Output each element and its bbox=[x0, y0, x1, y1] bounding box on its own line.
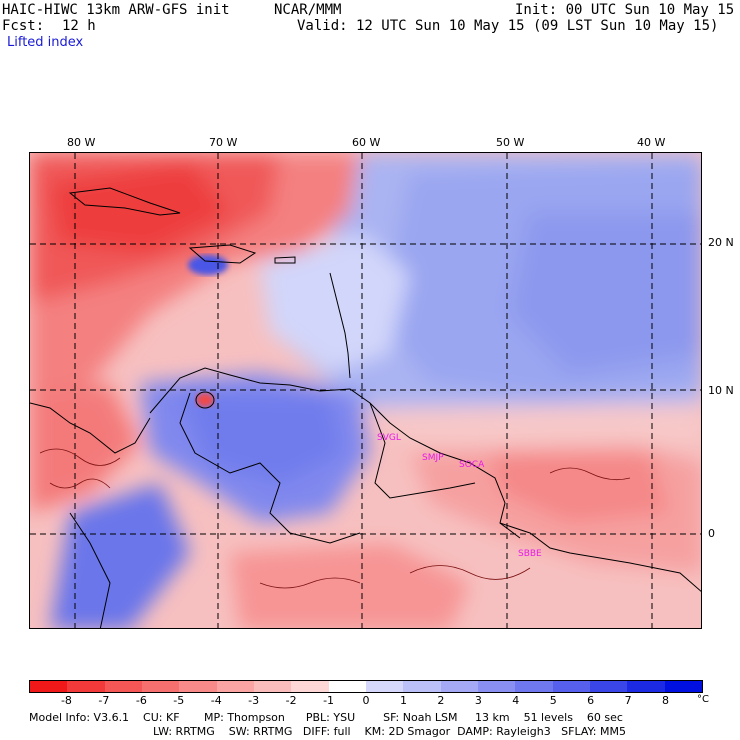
colorbar-swatch bbox=[104, 681, 142, 692]
colorbar-tick-label: -1 bbox=[323, 694, 335, 707]
colorbar-swatch bbox=[291, 681, 329, 692]
colorbar-tick-label: 4 bbox=[512, 694, 520, 707]
colorbar-swatch bbox=[477, 681, 516, 692]
colorbar-tick-label: -6 bbox=[135, 694, 147, 707]
colorbar bbox=[29, 680, 703, 693]
colorbar-tick-label: -4 bbox=[210, 694, 222, 707]
red-spot-maracaibo bbox=[196, 393, 214, 407]
colorbar-tick-label: 0 bbox=[362, 694, 370, 707]
colorbar-tick-label: 2 bbox=[437, 694, 445, 707]
colorbar-swatch bbox=[627, 681, 665, 692]
colorbar-tick-label: 6 bbox=[587, 694, 595, 707]
coastlines bbox=[30, 187, 701, 628]
colorbar-swatch bbox=[440, 681, 478, 692]
colorbar-swatch bbox=[403, 681, 441, 692]
city-label-svgl: SVGL bbox=[377, 433, 401, 443]
init-time: Init: 00 UTC Sun 10 May 15 bbox=[515, 2, 735, 18]
colorbar-swatch bbox=[141, 681, 180, 692]
colorbar-tick-label: 3 bbox=[474, 694, 482, 707]
lon-label-60w: 60 W bbox=[352, 136, 381, 149]
city-label-soca: SOCA bbox=[459, 460, 485, 470]
colorbar-swatch bbox=[67, 681, 105, 692]
colorbar-swatch bbox=[664, 681, 702, 692]
field-name: Lifted index bbox=[7, 35, 84, 50]
colorbar-swatch bbox=[365, 681, 404, 692]
lat-label-10n: 10 N bbox=[708, 384, 734, 397]
colorbar-tick-label: -3 bbox=[248, 694, 260, 707]
graticule bbox=[30, 153, 701, 628]
lon-label-40w: 40 W bbox=[637, 136, 666, 149]
colorbar-tick-label: 5 bbox=[549, 694, 557, 707]
colorbar-tick-label: 1 bbox=[399, 694, 407, 707]
colorbar-tick-label: -7 bbox=[98, 694, 110, 707]
colorbar-swatch bbox=[515, 681, 553, 692]
colorbar-tick-label: -2 bbox=[285, 694, 297, 707]
blue-spot bbox=[188, 255, 228, 275]
lifted-index-map bbox=[29, 152, 702, 629]
city-label-smjp: SMJP bbox=[422, 453, 444, 463]
colorbar-tick-label: 7 bbox=[624, 694, 632, 707]
colorbar-swatch bbox=[328, 681, 366, 692]
lifted-index-field bbox=[30, 153, 701, 628]
colorbar-swatch bbox=[589, 681, 628, 692]
forecast-hour: 12 h bbox=[62, 18, 96, 34]
colorbar-tick-label: 8 bbox=[662, 694, 670, 707]
forecast-label: Fcst: bbox=[2, 18, 45, 34]
contours bbox=[39, 448, 631, 589]
colorbar-tick-label: -8 bbox=[60, 694, 72, 707]
lat-label-0: 0 bbox=[708, 527, 715, 540]
org-label: NCAR/MMM bbox=[274, 2, 342, 18]
colorbar-tick-label: -5 bbox=[173, 694, 185, 707]
colorbar-swatch bbox=[552, 681, 590, 692]
colorbar-swatch bbox=[30, 681, 68, 692]
lat-label-20n: 20 N bbox=[708, 236, 734, 249]
model-title: HAIC-HIWC 13km ARW-GFS init bbox=[2, 2, 230, 18]
colorbar-swatch bbox=[179, 681, 217, 692]
lon-label-50w: 50 W bbox=[496, 136, 525, 149]
lon-label-80w: 80 W bbox=[67, 136, 96, 149]
valid-time: Valid: 12 UTC Sun 10 May 15 (09 LST Sun … bbox=[297, 18, 719, 34]
model-info-line2: LW: RRTMG SW: RRTMG DIFF: full KM: 2D Sm… bbox=[153, 725, 626, 738]
colorbar-swatch bbox=[253, 681, 292, 692]
city-label-sbbe: SBBE bbox=[518, 549, 542, 559]
lon-label-70w: 70 W bbox=[209, 136, 238, 149]
colorbar-unit: °C bbox=[697, 694, 709, 705]
colorbar-swatch bbox=[216, 681, 254, 692]
model-info-line1: Model Info: V3.6.1 CU: KF MP: Thompson P… bbox=[29, 711, 623, 724]
